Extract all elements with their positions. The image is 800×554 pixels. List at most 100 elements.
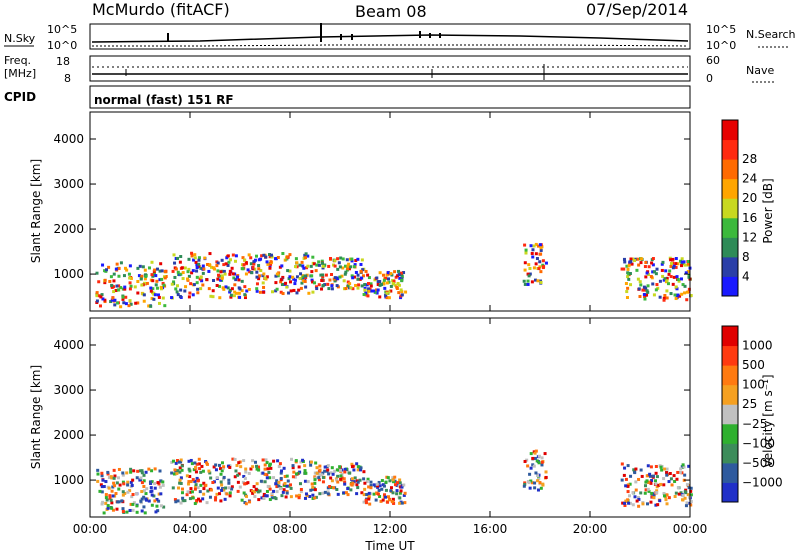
echo-cell bbox=[357, 283, 361, 287]
echo-cell bbox=[391, 476, 395, 480]
echo-cell bbox=[283, 481, 287, 485]
velocity-colorbar-label: Velocity [m s⁻¹] bbox=[761, 374, 775, 467]
echo-cell bbox=[665, 502, 669, 506]
echo-cell bbox=[637, 287, 641, 291]
echo-cell bbox=[98, 489, 102, 493]
echo-cell bbox=[295, 261, 299, 265]
echo-cell bbox=[291, 464, 295, 468]
echo-cell bbox=[627, 264, 631, 268]
echo-cell bbox=[352, 275, 356, 279]
echo-cell bbox=[109, 300, 113, 304]
echo-cell bbox=[97, 280, 101, 284]
echo-cell bbox=[629, 283, 633, 287]
echo-cell bbox=[292, 470, 296, 474]
echo-cell bbox=[123, 285, 127, 289]
echo-cell bbox=[665, 493, 669, 497]
echo-cell bbox=[125, 471, 129, 475]
echo-cell bbox=[277, 480, 281, 484]
echo-cell bbox=[121, 493, 125, 497]
echo-cell bbox=[197, 497, 201, 501]
echo-cell bbox=[176, 284, 180, 288]
echo-cell bbox=[355, 483, 359, 487]
echo-cell bbox=[330, 287, 334, 291]
echo-cell bbox=[191, 293, 195, 297]
echo-cell bbox=[628, 501, 632, 505]
echo-cell bbox=[628, 272, 632, 276]
echo-cell bbox=[326, 464, 330, 468]
echo-cell bbox=[226, 286, 230, 290]
echo-cell bbox=[232, 276, 236, 280]
echo-cell bbox=[196, 291, 200, 295]
echo-cell bbox=[215, 283, 219, 287]
echo-cell bbox=[400, 278, 404, 282]
echo-cell bbox=[309, 488, 313, 492]
echo-cell bbox=[183, 499, 187, 503]
echo-cell bbox=[311, 290, 315, 294]
echo-cell bbox=[343, 482, 347, 486]
echo-cell bbox=[400, 273, 404, 277]
echo-cell bbox=[272, 489, 276, 493]
echo-cell bbox=[632, 468, 636, 472]
echo-cell bbox=[295, 291, 299, 295]
echo-cell bbox=[393, 283, 397, 287]
echo-cell bbox=[672, 275, 676, 279]
echo-cell bbox=[679, 491, 683, 495]
echo-cell bbox=[229, 293, 233, 297]
echo-cell bbox=[663, 294, 667, 298]
echo-cell bbox=[655, 283, 659, 287]
echo-cell bbox=[106, 506, 110, 510]
echo-cell bbox=[622, 473, 626, 477]
echo-cell bbox=[672, 474, 676, 478]
echo-cell bbox=[121, 295, 125, 299]
echo-cell bbox=[378, 295, 382, 299]
echo-cell bbox=[187, 480, 191, 484]
echo-cell bbox=[110, 506, 114, 510]
echo-cell bbox=[293, 265, 297, 269]
echo-cell bbox=[197, 258, 201, 262]
echo-cell bbox=[185, 474, 189, 478]
echo-cell bbox=[683, 284, 687, 288]
echo-cell bbox=[302, 279, 306, 283]
echo-cell bbox=[181, 496, 185, 500]
echo-cell bbox=[266, 467, 270, 471]
echo-cell bbox=[240, 498, 244, 502]
echo-cell bbox=[523, 459, 527, 463]
echo-cell bbox=[139, 476, 143, 480]
echo-cell bbox=[627, 272, 631, 276]
echo-cell bbox=[654, 503, 658, 507]
echo-cell bbox=[191, 478, 195, 482]
echo-cell bbox=[269, 466, 273, 470]
echo-cell bbox=[262, 253, 266, 257]
echo-cell bbox=[339, 474, 343, 478]
echo-cell bbox=[103, 298, 107, 302]
echo-cell bbox=[343, 470, 347, 474]
echo-cell bbox=[633, 471, 637, 475]
echo-cell bbox=[142, 299, 146, 303]
echo-cell bbox=[647, 489, 651, 493]
echo-cell bbox=[136, 301, 140, 305]
echo-cell bbox=[676, 293, 680, 297]
echo-cell bbox=[243, 476, 247, 480]
echo-cell bbox=[372, 483, 376, 487]
echo-cell bbox=[100, 474, 104, 478]
echo-cell bbox=[155, 504, 159, 508]
echo-cell bbox=[246, 268, 250, 272]
echo-cell bbox=[220, 258, 224, 262]
echo-cell bbox=[234, 254, 238, 258]
echo-cell bbox=[687, 287, 691, 291]
echo-cell bbox=[291, 275, 295, 279]
echo-cell bbox=[526, 272, 530, 276]
echo-cell bbox=[243, 293, 247, 297]
echo-cell bbox=[149, 486, 153, 490]
echo-cell bbox=[350, 274, 354, 278]
echo-cell bbox=[189, 487, 193, 491]
colorbar-segment bbox=[722, 462, 738, 483]
echo-cell bbox=[110, 298, 114, 302]
echo-cell bbox=[215, 264, 219, 268]
echo-cell bbox=[384, 276, 388, 280]
echo-cell bbox=[662, 298, 666, 302]
echo-cell bbox=[384, 488, 388, 492]
echo-cell bbox=[219, 480, 223, 484]
echo-cell bbox=[285, 255, 289, 259]
echo-cell bbox=[638, 280, 642, 284]
